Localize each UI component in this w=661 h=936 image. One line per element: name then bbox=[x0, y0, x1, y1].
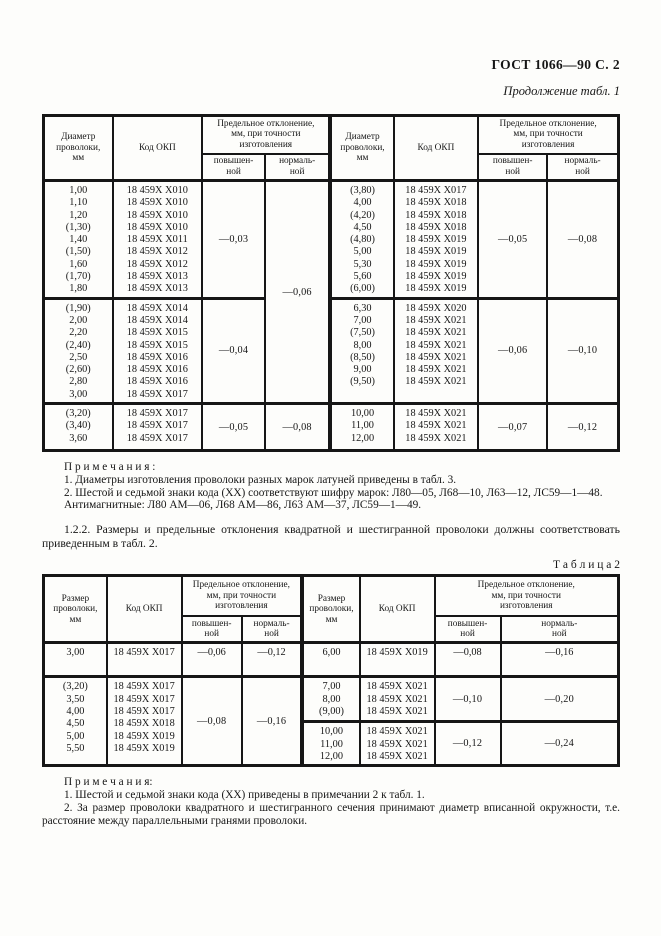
table1-continuation-label: Продолжение табл. 1 bbox=[503, 84, 620, 98]
t1-b1-left-codes: 18 459X X010 18 459X X010 18 459X X010 1… bbox=[111, 179, 204, 300]
t1-b3-left-codes: 18 459X X017 18 459X X017 18 459X X017 bbox=[111, 402, 204, 452]
t2-blockB-rt-normal: —0,20 bbox=[499, 675, 620, 723]
t1-header-increased-left: повышен- ной bbox=[201, 152, 266, 182]
t1-b1-right-increased: —0,05 bbox=[477, 179, 549, 300]
t2-blockB-left-increased: —0,08 bbox=[180, 675, 243, 767]
t2-blockB-rb-increased: —0,12 bbox=[433, 720, 502, 767]
t2-header-size-right: Размер проволоки, мм bbox=[300, 574, 361, 644]
t2-blockB-rb-sizes: 10,00 11,00 12,00 bbox=[300, 720, 361, 767]
notes1-title: П р и м е ч а н и я : bbox=[64, 461, 156, 474]
t1-header-okp-left: Код ОКП bbox=[111, 114, 204, 182]
t2-blockB-left-sizes: (3,20) 3,50 4,00 4,50 5,00 5,50 bbox=[42, 675, 108, 767]
t1-header-diameter-left: Диаметр проволоки, мм bbox=[42, 114, 114, 182]
t2-rowA-left-code: 18 459X X017 bbox=[105, 641, 183, 678]
t1-b1-left-increased: —0,03 bbox=[201, 179, 266, 300]
t1-header-diameter-right: Диаметр проволоки, мм bbox=[328, 114, 395, 182]
notes2-item-1: 1. Шестой и седьмой знаки кода (XX) прив… bbox=[64, 789, 425, 802]
notes1-item-antimagnetic: Антимагнитные: Л80 АМ—06, Л68 АМ—86, Л63… bbox=[64, 499, 422, 512]
table2-label: Т а б л и ц а 2 bbox=[552, 559, 620, 572]
t1-b3-right-increased: —0,07 bbox=[477, 402, 549, 452]
t1-b2-left-diameters: (1,90) 2,00 2,20 (2,40) 2,50 (2,60) 2,80… bbox=[42, 296, 114, 405]
paragraph-1-2-2: 1.2.2. Размеры и предельные отклонения к… bbox=[42, 523, 620, 550]
t2-blockB-rb-normal: —0,24 bbox=[499, 720, 620, 767]
t2-rowA-left-increased: —0,06 bbox=[180, 641, 243, 678]
t2-blockB-rt-sizes: 7,00 8,00 (9,00) bbox=[300, 675, 361, 723]
table2-notes: П р и м е ч а н и я: 1. Шестой и седьмой… bbox=[42, 776, 620, 827]
t2-rowA-left-size: 3,00 bbox=[42, 641, 108, 678]
t1-b2-right-increased: —0,06 bbox=[477, 296, 549, 405]
t2-header-normal-left: нормаль- ной bbox=[240, 614, 304, 644]
t2-rowA-left-normal: —0,12 bbox=[240, 641, 304, 678]
t2-header-deviation-right: Предельное отклонение, мм, при точности … bbox=[433, 574, 620, 617]
t2-header-increased-right: повышен- ной bbox=[433, 614, 502, 644]
t1-header-normal-left: нормаль- ной bbox=[263, 152, 332, 182]
notes2-title: П р и м е ч а н и я: bbox=[64, 776, 153, 789]
page-content: ГОСТ 1066—90 С. 2 Продолжение табл. 1 Ди… bbox=[42, 0, 620, 828]
t1-b2-left-codes: 18 459X X014 18 459X X014 18 459X X015 1… bbox=[111, 296, 204, 405]
table-1: Диаметр проволоки, мм Код ОКП Предельное… bbox=[42, 114, 620, 453]
t1-b2-right-diameters: 6,30 7,00 (7,50) 8,00 (8,50) 9,00 (9,50) bbox=[328, 296, 395, 405]
t1-b2-right-normal: —0,10 bbox=[546, 296, 620, 405]
t1-b3-left-increased: —0,05 bbox=[201, 402, 266, 452]
notes1-item-1: 1. Диаметры изготовления проволоки разны… bbox=[64, 473, 457, 486]
t1-b2-right-codes: 18 459X X020 18 459X X021 18 459X X021 1… bbox=[392, 296, 480, 405]
t1-header-increased-right: повышен- ной bbox=[477, 152, 549, 182]
t1-b3-right-codes: 18 459X X021 18 459X X021 18 459X X021 bbox=[392, 402, 480, 452]
t2-header-normal-right: нормаль- ной bbox=[499, 614, 620, 644]
t2-blockB-rt-increased: —0,10 bbox=[433, 675, 502, 723]
t1-b3-right-diameters: 10,00 11,00 12,00 bbox=[328, 402, 395, 452]
t1-b1-left-diameters: 1,00 1,10 1,20 (1,30) 1,40 (1,50) 1,60 (… bbox=[42, 179, 114, 300]
t1-b2-left-increased: —0,04 bbox=[201, 296, 266, 405]
t2-header-okp-left: Код ОКП bbox=[105, 574, 183, 644]
t2-rowA-right-normal: —0,16 bbox=[499, 641, 620, 678]
t1-b1b2-left-normal: —0,06 bbox=[263, 178, 332, 405]
t1-header-okp-right: Код ОКП bbox=[392, 114, 480, 182]
t2-blockB-rt-codes: 18 459X X021 18 459X X021 18 459X X021 bbox=[358, 675, 436, 723]
t2-header-size-left: Размер проволоки, мм bbox=[42, 574, 108, 644]
t1-header-deviation-left: Предельное отклонение, мм, при точности … bbox=[201, 114, 332, 155]
t2-blockB-left-codes: 18 459X X017 18 459X X017 18 459X X017 1… bbox=[105, 675, 183, 767]
t2-blockB-left-normal: —0,16 bbox=[240, 675, 304, 767]
notes1-item-2: 2. Шестой и седьмой знаки кода (XX) соот… bbox=[64, 486, 603, 499]
t1-b1-right-normal: —0,08 bbox=[546, 179, 620, 300]
t2-rowA-right-size: 6,00 bbox=[300, 641, 361, 678]
t2-rowA-right-code: 18 459X X019 bbox=[358, 641, 436, 678]
t2-blockB-rb-codes: 18 459X X021 18 459X X021 18 459X X021 bbox=[358, 720, 436, 767]
t2-rowA-right-increased: —0,08 bbox=[433, 641, 502, 678]
t1-b3-left-normal: —0,08 bbox=[263, 402, 332, 452]
table-2: Размер проволоки, мм Код ОКП Предельное … bbox=[42, 574, 620, 768]
t1-b3-right-normal: —0,12 bbox=[546, 402, 620, 452]
t1-b1-right-codes: 18 459X X017 18 459X X018 18 459X X018 1… bbox=[392, 179, 480, 300]
t2-header-increased-left: повышен- ной bbox=[180, 614, 243, 644]
t2-header-okp-right: Код ОКП bbox=[358, 574, 436, 644]
t2-header-deviation-left: Предельное отклонение, мм, при точности … bbox=[180, 574, 304, 617]
table1-notes: П р и м е ч а н и я : 1. Диаметры изгото… bbox=[42, 461, 620, 512]
page-header: ГОСТ 1066—90 С. 2 bbox=[491, 57, 620, 72]
t1-b3-left-diameters: (3,20) (3,40) 3,60 bbox=[42, 402, 114, 452]
notes2-item-2: 2. За размер проволоки квадратного и шес… bbox=[42, 801, 620, 827]
t1-b1-right-diameters: (3,80) 4,00 (4,20) 4,50 (4,80) 5,00 5,30… bbox=[328, 179, 395, 300]
t1-header-normal-right: нормаль- ной bbox=[546, 152, 620, 182]
t1-header-deviation-right: Предельное отклонение, мм, при точности … bbox=[477, 114, 620, 155]
